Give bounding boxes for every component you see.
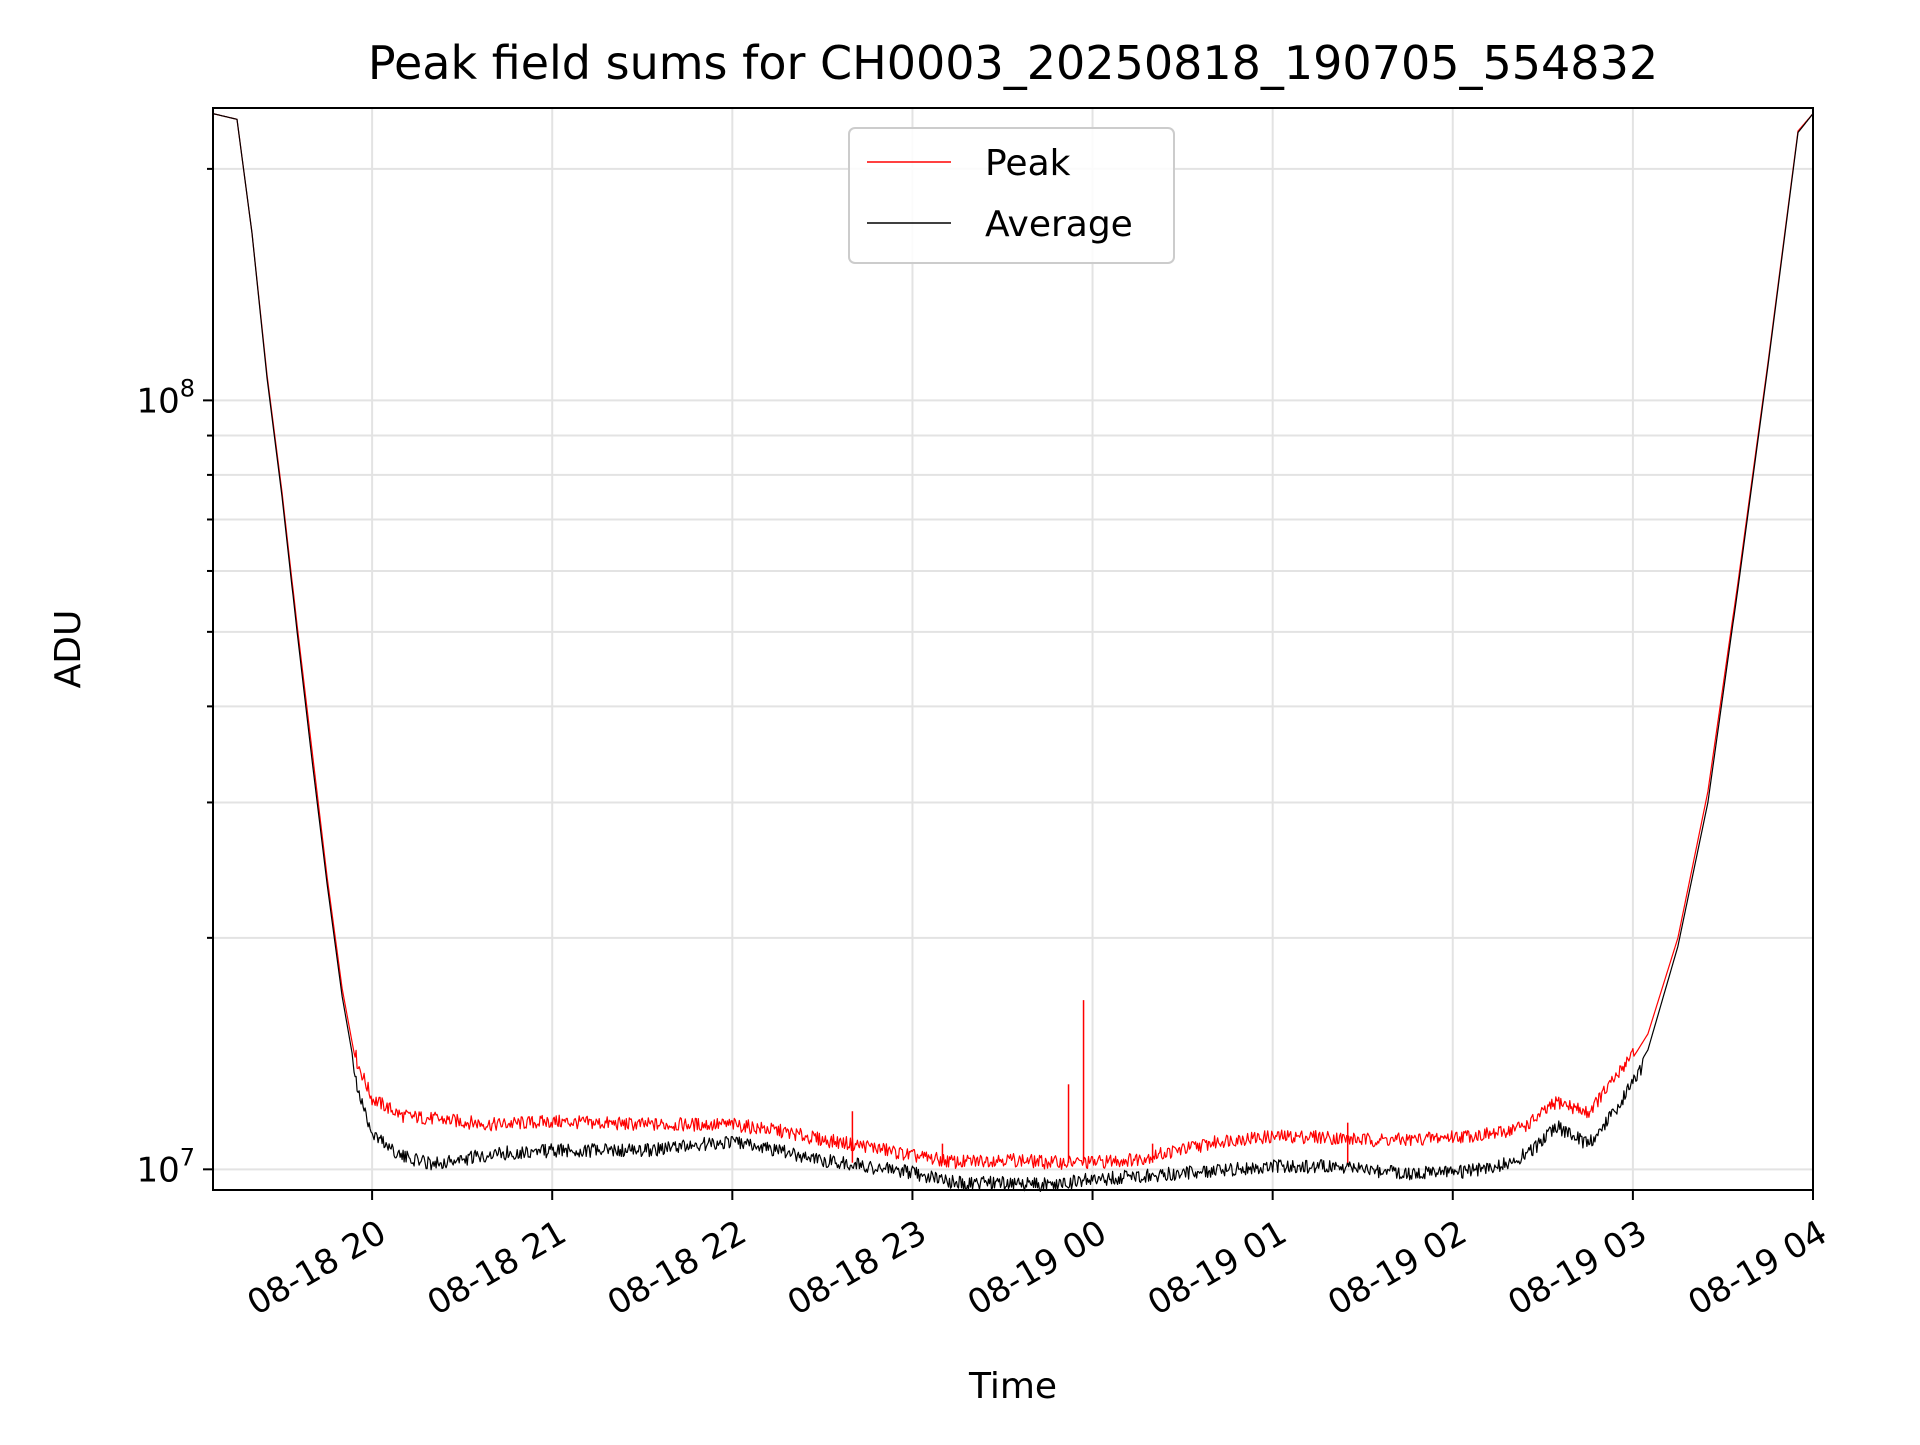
- y-tick-label: 108: [136, 374, 195, 421]
- series-layer: [212, 113, 1814, 1192]
- y-tick-exponent: 8: [180, 374, 195, 402]
- y-tick-base: 10: [136, 381, 179, 421]
- y-axis-label: ADU: [48, 610, 89, 689]
- y-tick-base: 10: [136, 1150, 179, 1190]
- grid-lines: [213, 108, 1813, 1190]
- chart-title: Peak field sums for CH0003_20250818_1907…: [368, 36, 1658, 90]
- legend: Peak Average: [848, 127, 1175, 264]
- series-line-peak: [212, 113, 1814, 1170]
- plot-frame: [212, 107, 1814, 1191]
- legend-label-average: Average: [985, 204, 1133, 245]
- legend-label-peak: Peak: [985, 143, 1071, 184]
- y-tick-exponent: 7: [180, 1143, 195, 1171]
- x-axis-label: Time: [968, 1366, 1057, 1407]
- series-line-average: [212, 113, 1814, 1192]
- y-tick-label: 107: [136, 1143, 195, 1190]
